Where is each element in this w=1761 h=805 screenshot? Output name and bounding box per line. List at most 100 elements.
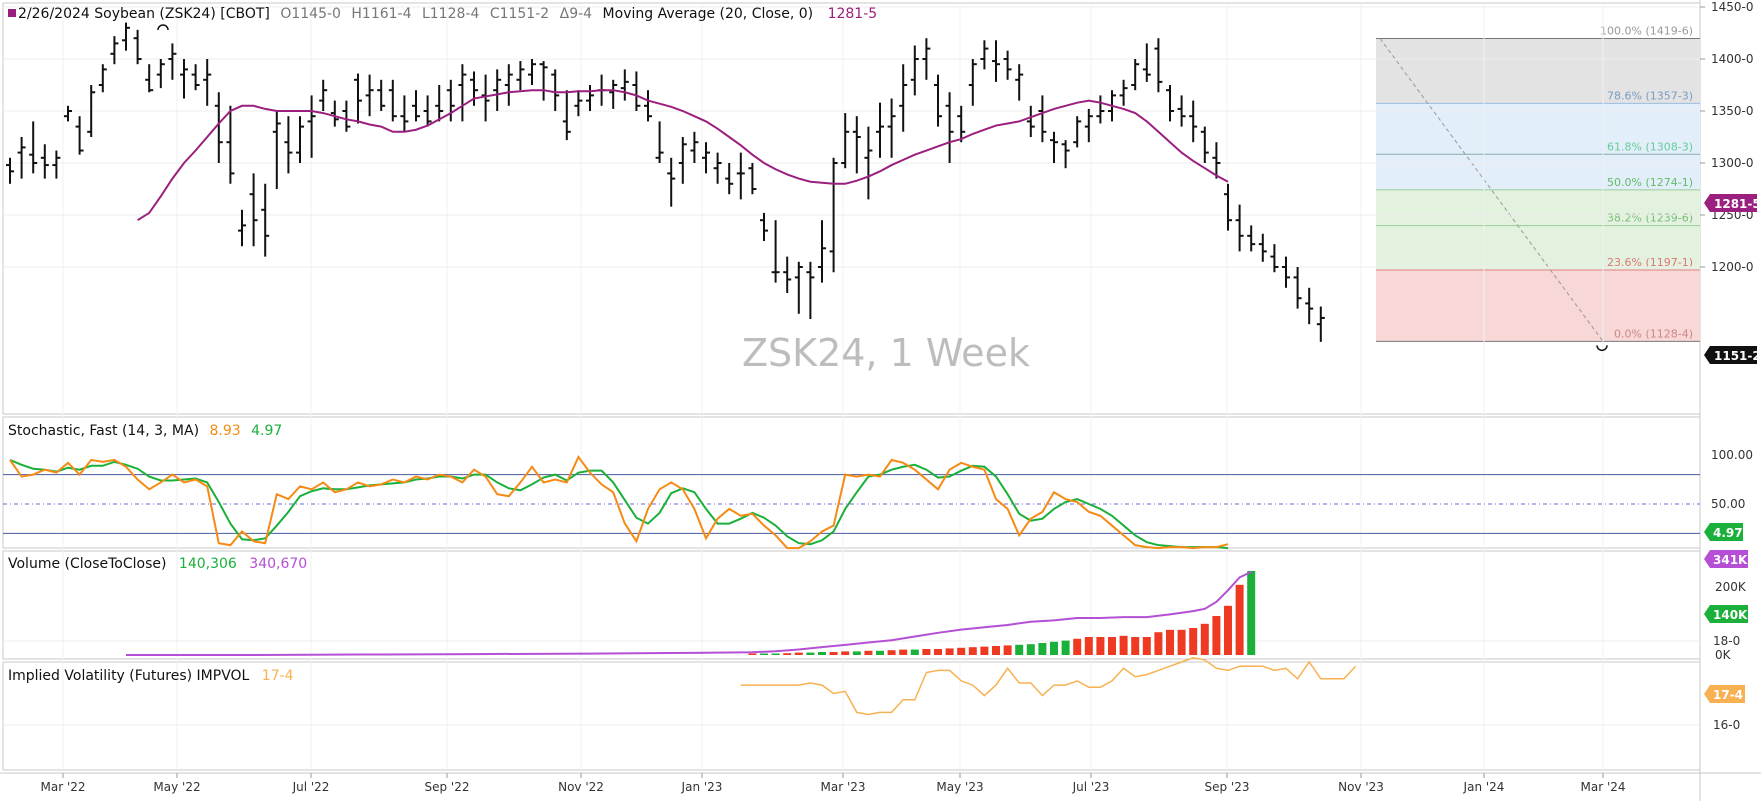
- volume-bar: [934, 649, 942, 655]
- stochastic-d-value: 4.97: [251, 423, 282, 439]
- price-bar: [528, 59, 536, 85]
- price-bar: [17, 137, 26, 179]
- iv-tick-label: 16-0: [1713, 718, 1740, 732]
- price-bar: [516, 61, 525, 91]
- price-bar: [551, 69, 560, 111]
- price-bar: [1119, 79, 1128, 106]
- price-bar: [319, 79, 328, 111]
- price-bar: [261, 183, 270, 257]
- volume-bars: [126, 570, 1256, 656]
- iv-label: Implied Volatility (Futures) IMPVOL: [8, 668, 250, 684]
- volume-bar: [1108, 637, 1116, 655]
- open-interest-badge: 341K: [1704, 550, 1748, 568]
- volume-bar: [1212, 616, 1221, 655]
- price-bar: [354, 73, 362, 124]
- date-tick-label: May '23: [936, 780, 983, 794]
- volume-bar: [1119, 635, 1128, 655]
- price-bar: [632, 71, 641, 111]
- volume-badge-text: 140K: [1713, 608, 1748, 622]
- stochastic-label: Stochastic, Fast (14, 3, MA): [8, 423, 199, 439]
- price-bar: [620, 69, 629, 101]
- price-bar: [702, 142, 710, 174]
- date-tick-label: Jan '24: [1463, 780, 1505, 794]
- date-tick-label: Nov '22: [558, 780, 604, 794]
- volume-bar: [1200, 623, 1209, 655]
- header-ma-value: 1281-5: [828, 6, 878, 22]
- stochastic-d-line: [9, 458, 1229, 550]
- price-bar: [75, 116, 84, 155]
- price-bar: [760, 212, 768, 241]
- price-bar: [1096, 95, 1105, 124]
- date-tick-label: Sep '22: [425, 780, 470, 794]
- fib-level-label: 61.8% (1308-3): [1607, 140, 1693, 153]
- volume-value: 140,306: [179, 556, 237, 572]
- price-bar: [1212, 142, 1221, 179]
- fib-level-label: 38.2% (1239-6): [1607, 212, 1693, 225]
- volume-bar: [1189, 628, 1198, 655]
- price-bar: [980, 40, 989, 70]
- price-bar: [644, 90, 652, 122]
- swing-high-marker: [157, 24, 169, 31]
- stochastic-k-line: [9, 454, 1229, 550]
- price-bar: [1282, 256, 1290, 288]
- volume-bar: [922, 649, 931, 655]
- price-bar: [1258, 233, 1267, 262]
- price-bar: [876, 102, 884, 158]
- volume-bar: [1235, 584, 1244, 655]
- header-low: L1128-4: [422, 6, 479, 22]
- price-bar: [852, 116, 861, 174]
- date-tick-label: Mar '22: [40, 780, 85, 794]
- volume-bar: [899, 649, 908, 655]
- fibonacci-retracement[interactable]: 100.0% (1419-6) 78.6% (1357-3) 61.8% (1308…: [1376, 24, 1700, 342]
- iv-value: 17-4: [262, 668, 294, 684]
- stochastic-k-value: 8.93: [210, 423, 241, 439]
- header-close: C1151-2: [490, 6, 549, 22]
- price-bar: [539, 61, 548, 101]
- volume-bar: [1247, 571, 1256, 655]
- price-bar: [690, 131, 699, 163]
- volume-bar: [794, 652, 803, 655]
- price-bar: [64, 105, 72, 122]
- price-bar: [40, 144, 49, 179]
- open-interest-badge-text: 341K: [1713, 553, 1748, 567]
- price-bar: [400, 95, 409, 132]
- price-bar: [1177, 95, 1186, 127]
- volume-bar: [1131, 637, 1140, 655]
- date-tick-label: Jul '22: [292, 780, 330, 794]
- volume-bar: [760, 653, 768, 655]
- last-price-badge-text: 1151-2: [1714, 349, 1761, 363]
- volume-bar: [968, 647, 977, 655]
- price-bar: [783, 256, 792, 293]
- price-tick-label: 1400-0: [1711, 52, 1754, 66]
- volume-bar: [980, 646, 989, 655]
- price-bar: [678, 137, 687, 184]
- price-bar: [667, 157, 676, 207]
- price-bar: [922, 38, 931, 80]
- price-bar: [864, 126, 873, 200]
- volume-bar: [957, 647, 966, 655]
- volume-bar: [771, 653, 780, 655]
- volume-bar: [783, 653, 792, 655]
- price-bar: [29, 121, 38, 174]
- price-bar: [1131, 59, 1140, 91]
- price-bar: [1038, 95, 1047, 143]
- volume-bar: [876, 650, 884, 655]
- price-bar: [968, 59, 977, 106]
- price-bar: [794, 261, 803, 314]
- fib-level-label: 50.0% (1274-1): [1607, 176, 1693, 189]
- price-bar: [203, 59, 212, 106]
- volume-badge: 140K: [1704, 605, 1748, 623]
- price-bar: [945, 92, 954, 163]
- stochastic-badge-text: 4.97: [1713, 526, 1743, 540]
- date-tick-label: Mar '24: [1580, 780, 1625, 794]
- swing-low-marker: [1596, 345, 1608, 352]
- price-bar: [156, 59, 165, 89]
- price-bar: [168, 43, 177, 80]
- header-high: H1161-4: [351, 6, 411, 22]
- price-bar: [910, 45, 919, 96]
- price-bar: [133, 29, 142, 65]
- price-bar: [1142, 43, 1151, 82]
- price-bar: [435, 85, 444, 122]
- price-bar: [1166, 85, 1174, 122]
